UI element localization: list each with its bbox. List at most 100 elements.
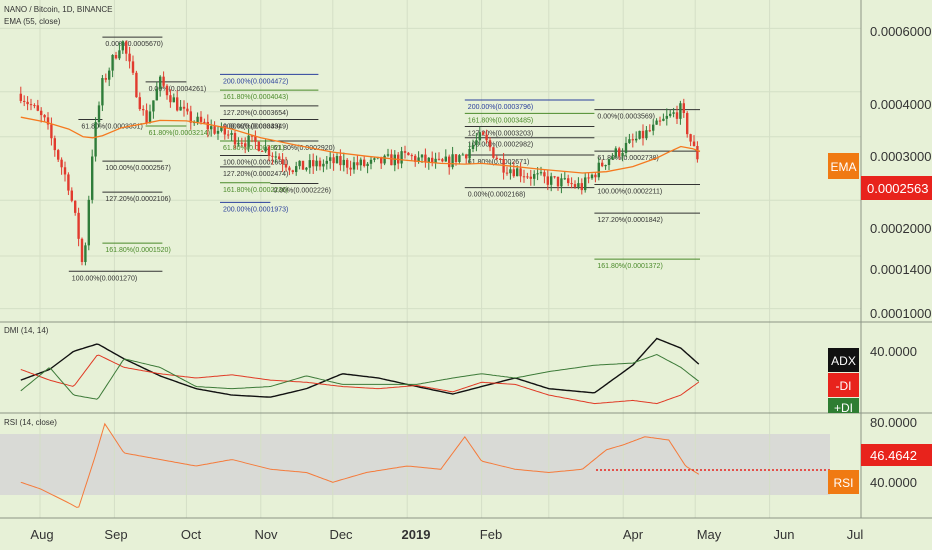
candle-body (512, 169, 515, 177)
time-axis[interactable]: Aug Sep Oct Nov Dec 2019 Feb Apr May Jun… (30, 527, 863, 542)
candle-body (33, 105, 36, 107)
candle-body (492, 147, 495, 158)
candle-body (471, 145, 475, 150)
candle-body (29, 104, 33, 106)
candle-body (332, 157, 335, 164)
candle-body (196, 116, 199, 123)
candle-body (114, 54, 118, 59)
candle-body (424, 154, 427, 163)
rsi-legend: RSI (14, close) (4, 418, 57, 427)
candle-body (604, 165, 607, 167)
candle-body (488, 140, 492, 148)
candle-body (505, 172, 509, 174)
candle-body (580, 183, 583, 191)
candle-body (437, 158, 441, 160)
candle-body (543, 172, 546, 177)
ema-badge (828, 153, 859, 179)
symbol-title: NANO / Bitcoin, 1D, BINANCE (4, 5, 112, 14)
candle-body (461, 154, 464, 156)
fib-level-label: 161.80%(0.0004043) (223, 94, 288, 101)
candle-body (682, 103, 685, 114)
candle-body (618, 148, 621, 157)
candle-body (577, 183, 580, 187)
candle-body (182, 106, 186, 109)
candle-body (454, 154, 458, 162)
candle-body (475, 140, 478, 146)
candle-body (665, 115, 668, 119)
candle-body (645, 130, 648, 139)
candle-body (696, 145, 699, 160)
candle-body (247, 135, 250, 147)
candle-body (420, 154, 424, 158)
candle-body (74, 200, 77, 213)
candle-body (172, 97, 175, 103)
candle-body (152, 100, 155, 112)
candle-body (77, 212, 80, 239)
candle-body (587, 177, 590, 179)
candle-body (91, 156, 94, 200)
fib-level-label: 100.00%(0.0001270) (72, 275, 137, 282)
rsi-value-label: 46.4642 (870, 448, 917, 463)
candle-body (57, 150, 60, 160)
adx-badge (828, 348, 859, 372)
candle-body (352, 162, 356, 170)
candle-body (240, 142, 243, 144)
candle-body (403, 151, 407, 153)
candle-body (597, 162, 600, 178)
candle-body (271, 155, 274, 157)
candle-body (669, 113, 672, 116)
adx-line (20, 337, 700, 398)
adx-badge-label: ADX (831, 354, 856, 368)
candle-body (108, 70, 111, 80)
candle-body (686, 113, 689, 135)
candle-body (675, 112, 679, 119)
rsi-axis-tick: 80.0000 (870, 415, 917, 430)
fib-level-label: 61.80%(0.0002738) (597, 155, 659, 162)
candle-body (546, 176, 549, 185)
candle-body (43, 115, 46, 118)
candle-body (284, 163, 288, 168)
candle-body (46, 117, 50, 125)
candle-body (125, 41, 128, 54)
candle-body (383, 155, 386, 164)
candle-body (451, 154, 454, 168)
candle-body (536, 173, 539, 175)
time-label: Oct (181, 527, 202, 542)
candle-body (186, 108, 189, 112)
dmi-axis-tick: 40.0000 (870, 344, 917, 359)
plus-di-badge (828, 398, 859, 413)
candle-body (363, 159, 366, 167)
candle-body (227, 134, 230, 136)
candle-body (349, 167, 352, 170)
candle-body (495, 157, 498, 159)
candle-body (567, 178, 570, 184)
fib-level-label: 127.20%(0.0003203) (468, 131, 533, 138)
minus-di-badge (828, 373, 859, 397)
candle-body (80, 238, 84, 263)
candle-body (312, 160, 315, 167)
candle-body (342, 159, 345, 166)
dmi-legend: DMI (14, 14) (4, 326, 49, 335)
candle-body (628, 139, 631, 143)
fib-level-label: 100.00%(0.0002982) (468, 142, 533, 149)
candle-body (648, 130, 651, 132)
candle-body (23, 100, 26, 102)
candle-body (237, 142, 240, 145)
fib-level-label: 127.20%(0.0002474) (223, 171, 288, 178)
candle-body (210, 126, 213, 130)
candle-body (431, 157, 434, 163)
fib-level-label: 0.00%(0.0003349) (223, 124, 281, 131)
candle-body (594, 174, 597, 178)
fib-level-label: 61.80%(0.0002920) (273, 145, 335, 152)
candle-body (631, 139, 634, 141)
fibonacci-extensions[interactable]: 0.00%(0.0005670) 61.80%(0.0003351) 100.00%… (68, 36, 700, 282)
candle-body (672, 112, 675, 114)
candle-body (298, 160, 301, 167)
candle-body (485, 134, 488, 141)
candle-body (206, 121, 209, 130)
candle-body (335, 156, 339, 164)
candle-body (499, 158, 502, 160)
candle-body (641, 130, 645, 139)
price-axis[interactable]: 0.0006000 0.0004000 0.0003000 0.0002000 … (870, 24, 931, 321)
